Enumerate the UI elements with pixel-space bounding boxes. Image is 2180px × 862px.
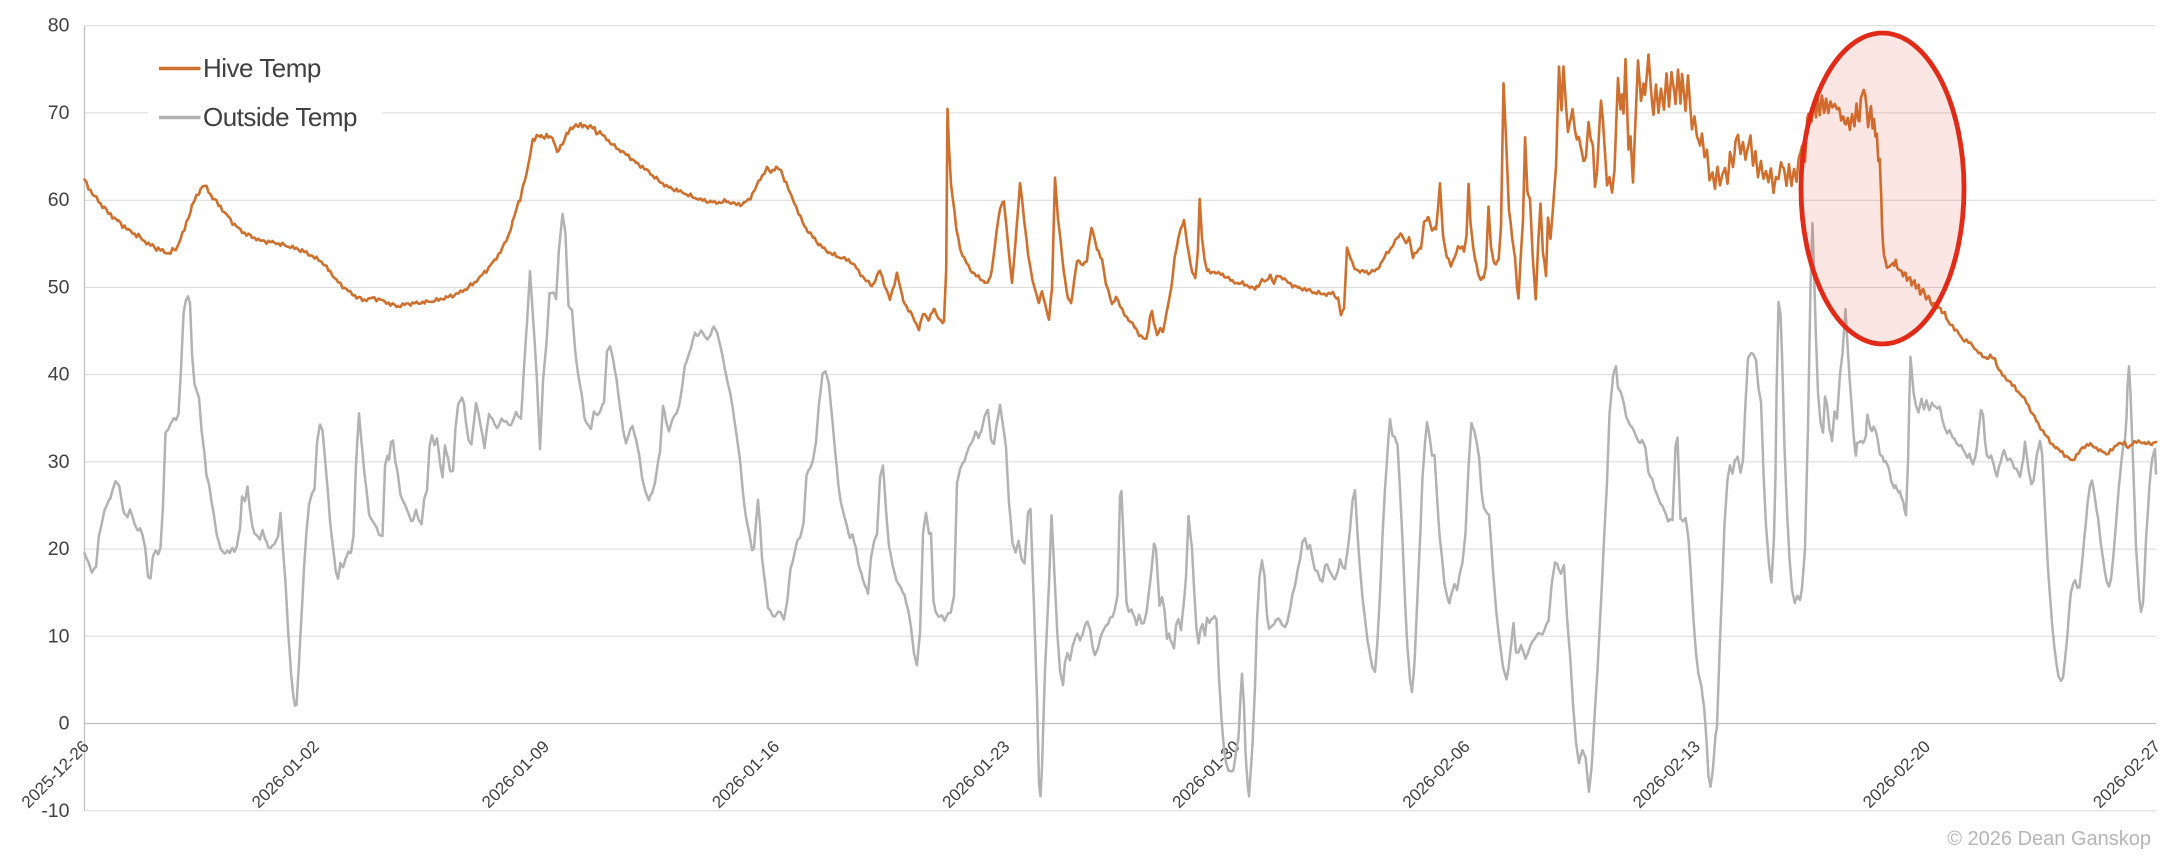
svg-text:-10: -10: [41, 800, 69, 822]
svg-text:Outside Temp: Outside Temp: [203, 102, 357, 132]
svg-text:0: 0: [59, 713, 70, 735]
svg-text:© 2026 Dean Ganskop: © 2026 Dean Ganskop: [1947, 828, 2151, 850]
svg-text:40: 40: [48, 364, 70, 386]
svg-text:20: 20: [48, 538, 70, 560]
svg-text:Hive Temp: Hive Temp: [203, 53, 321, 83]
svg-text:70: 70: [48, 102, 70, 124]
svg-text:30: 30: [48, 451, 70, 473]
svg-text:10: 10: [48, 625, 70, 647]
svg-text:80: 80: [48, 15, 70, 37]
svg-text:60: 60: [48, 189, 70, 211]
svg-text:50: 50: [48, 276, 70, 298]
